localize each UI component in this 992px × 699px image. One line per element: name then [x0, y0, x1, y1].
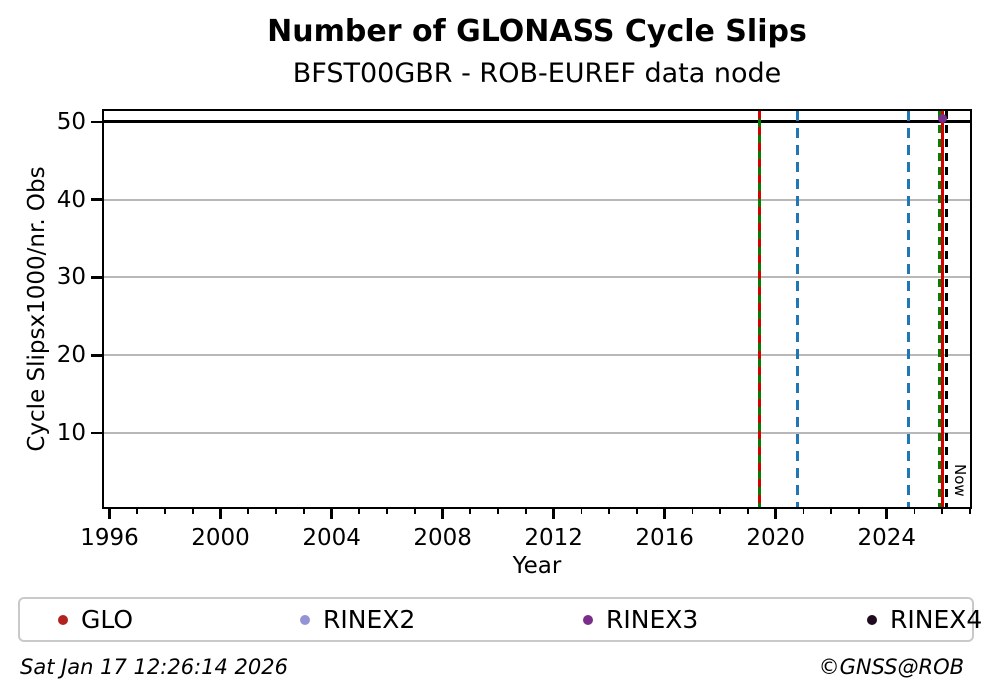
x-minor-tick	[969, 507, 971, 514]
x-minor-tick	[191, 507, 194, 514]
y-tick	[91, 198, 102, 201]
x-minor-tick	[858, 507, 860, 514]
x-minor-tick	[830, 507, 833, 514]
gridline	[104, 354, 970, 357]
x-tick-label: 2008	[413, 525, 472, 551]
rinex2-marker-icon	[300, 614, 310, 625]
x-tick-label: 2016	[635, 525, 694, 551]
legend-item-rinex4: RINEX4	[867, 599, 982, 640]
x-tick-label: 2024	[857, 525, 916, 551]
plot-timestamp: Sat Jan 17 12:26:14 2026	[20, 655, 288, 679]
x-tick	[330, 507, 333, 519]
x-minor-tick	[524, 507, 527, 514]
chart-title: Number of GLONASS Cycle Slips	[267, 14, 807, 49]
event-line	[796, 111, 800, 507]
x-minor-tick	[636, 507, 638, 514]
x-tick	[552, 507, 555, 519]
event-line	[944, 111, 948, 507]
x-minor-tick	[275, 507, 277, 514]
legend-label-rinex2: RINEX2	[323, 605, 416, 634]
legend-label-glo: GLO	[81, 605, 134, 634]
y-axis-label: Cycle Slipsx1000/nr. Obs	[24, 166, 50, 452]
legend-label-rinex3: RINEX3	[606, 605, 699, 634]
y-tick-label: 50	[56, 108, 86, 135]
rinex3-data-point	[937, 114, 947, 124]
event-line	[907, 111, 911, 507]
data-line-cycle-slips-capped	[104, 120, 970, 124]
x-tick	[774, 507, 777, 519]
y-tick-label: 40	[56, 186, 86, 213]
x-tick	[885, 507, 888, 519]
legend: GLO RINEX2 RINEX3 RINEX4	[18, 597, 982, 642]
x-tick-label: 2020	[746, 525, 805, 551]
x-minor-tick	[386, 507, 388, 514]
x-minor-tick	[164, 507, 166, 514]
y-tick	[91, 276, 102, 279]
gridline	[104, 198, 970, 201]
x-minor-tick	[608, 507, 611, 514]
x-minor-tick	[136, 507, 139, 514]
now-annotation: Now	[951, 464, 969, 497]
copyright-text: ©GNSS@ROB	[818, 655, 964, 679]
x-minor-tick	[747, 507, 749, 514]
gridline	[104, 432, 970, 435]
legend-item-rinex3: RINEX3	[583, 599, 698, 640]
legend-label-rinex4: RINEX4	[890, 605, 983, 634]
x-minor-tick	[802, 507, 805, 514]
y-tick	[91, 431, 102, 435]
x-axis-label: Year	[512, 553, 562, 579]
x-minor-tick	[469, 507, 472, 514]
x-minor-tick	[941, 507, 944, 514]
y-tick-label: 20	[56, 342, 86, 369]
x-minor-tick	[580, 507, 583, 514]
legend-item-rinex2: RINEX2	[300, 599, 415, 640]
plot-area: 10 20 30 40 50 1996 2000 2004 2008 2012 2016 2020 20…	[57, 109, 971, 551]
event-line	[940, 111, 944, 507]
legend-item-glo: GLO	[58, 599, 133, 640]
x-minor-tick	[497, 507, 500, 514]
y-tick-label: 10	[56, 420, 86, 447]
x-tick-label: 2012	[524, 525, 583, 551]
event-line	[937, 111, 941, 507]
x-minor-tick	[302, 507, 305, 514]
x-tick	[219, 507, 222, 519]
x-tick-label: 1996	[80, 525, 139, 551]
x-minor-tick	[719, 507, 722, 514]
rinex4-marker-icon	[867, 614, 877, 625]
x-tick	[663, 507, 666, 519]
chart-subtitle: BFST00GBR - ROB-EUREF data node	[292, 58, 782, 89]
rinex3-marker-icon	[583, 614, 593, 625]
x-tick	[441, 507, 444, 519]
x-tick-label: 2000	[191, 525, 250, 551]
glo-marker-icon	[58, 614, 68, 625]
x-minor-tick	[247, 507, 250, 514]
x-minor-tick	[413, 507, 416, 514]
gridline	[104, 276, 970, 279]
plot-frame	[102, 109, 972, 509]
x-tick	[108, 507, 111, 519]
x-tick-label: 2004	[302, 525, 361, 551]
event-line-overlay	[757, 111, 761, 507]
y-tick	[91, 354, 102, 357]
x-minor-tick	[913, 507, 916, 514]
x-minor-tick	[358, 507, 361, 514]
y-tick-label: 30	[56, 264, 86, 291]
y-tick	[91, 120, 102, 124]
x-minor-tick	[691, 507, 694, 514]
